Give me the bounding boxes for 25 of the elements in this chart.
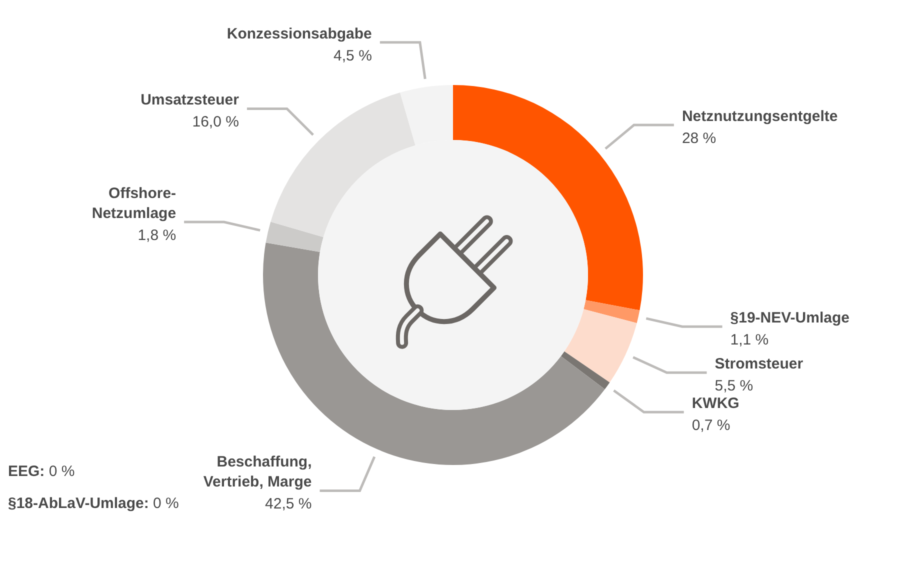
- slice-label: Stromsteuer: [714, 356, 804, 373]
- slice-label: Umsatzsteuer: [140, 92, 240, 109]
- data-label: 1,8 %: [138, 226, 176, 244]
- donut-slice: [266, 222, 324, 252]
- donut-slice: [584, 300, 640, 324]
- data-label: 0,7 %: [692, 417, 730, 434]
- data-label: 42,5 %: [265, 496, 312, 513]
- slice-label: Netznutzungsentgelte: [682, 108, 838, 126]
- slice-label: Beschaffung, Vertrieb, Marge: [203, 454, 312, 491]
- data-label: 1,1 %: [730, 332, 769, 349]
- donut-slice: [270, 92, 416, 238]
- donut-slice: [400, 85, 453, 146]
- data-label: 28 %: [682, 130, 716, 148]
- data-label: 16,0 %: [192, 114, 239, 131]
- data-label: 4,5 %: [334, 47, 372, 64]
- slice-label: KWKG: [692, 395, 740, 412]
- text: §18-AbLaV-Umlage: 0 %: [8, 495, 179, 512]
- text: EEG: 0 %: [8, 463, 75, 480]
- data-label: 5,5 %: [714, 378, 754, 395]
- donut-slice: [564, 309, 637, 382]
- slice-label: §19-NEV-Umlage: [730, 310, 850, 327]
- donut-slice: [453, 85, 643, 310]
- slice-label: Konzessionsabgabe: [226, 25, 372, 42]
- donut-slice: [560, 351, 610, 390]
- slice-label: Offshore- Netzumlage: [92, 184, 176, 222]
